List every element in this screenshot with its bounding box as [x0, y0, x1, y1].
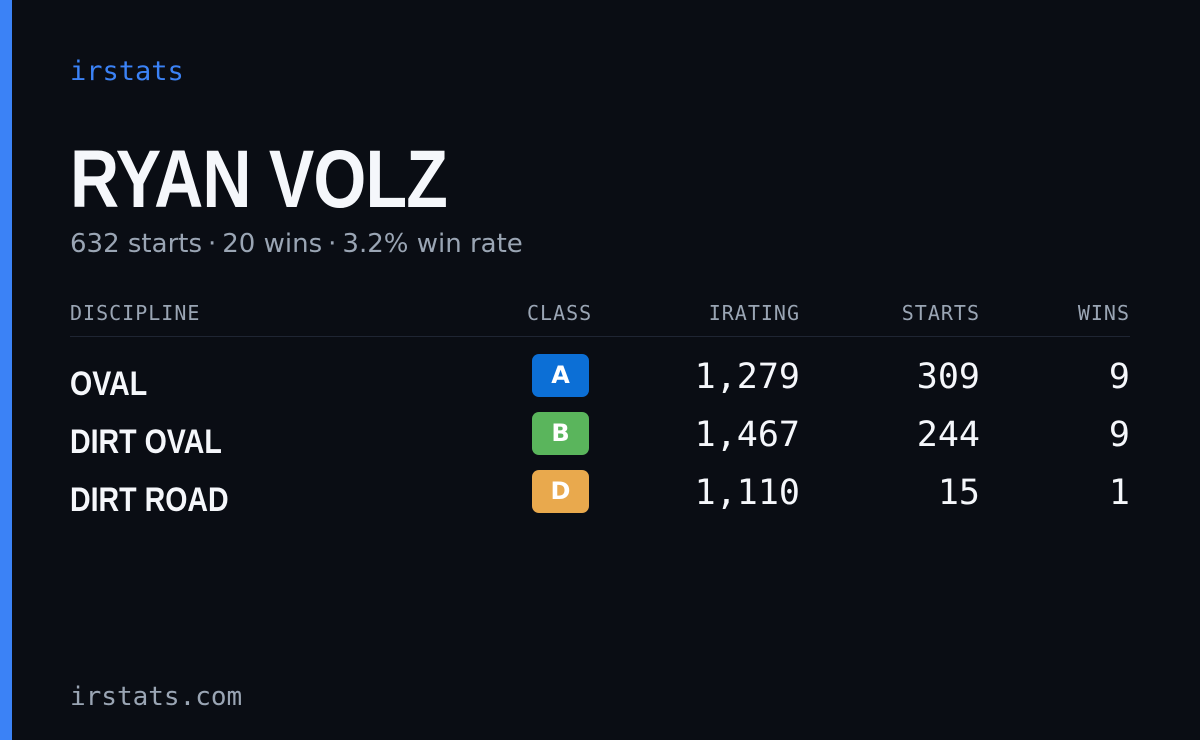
wins-value: 9 [1108, 415, 1130, 455]
header-discipline: DISCIPLINE [70, 301, 201, 325]
driver-name: RYAN VOLZ [70, 134, 448, 225]
discipline-label: DIRT ROAD [70, 481, 229, 519]
class-badge: B [532, 412, 589, 455]
class-badge: D [532, 470, 589, 513]
summary-win-rate: 3.2% win rate [342, 229, 523, 259]
irating-value: 1,110 [694, 473, 800, 513]
brand-logo: irstats [70, 56, 184, 87]
table-row-dirt-oval: DIRT OVAL B 1,467 244 9 [0, 412, 1200, 470]
accent-bar [0, 0, 12, 740]
summary-wins: 20 wins [222, 229, 323, 259]
irating-value: 1,279 [694, 357, 800, 397]
summary-separator: · [208, 229, 217, 259]
starts-value: 244 [916, 415, 980, 455]
table-row-oval: OVAL A 1,279 309 9 [0, 354, 1200, 412]
footer-url: irstats.com [70, 682, 243, 712]
starts-value: 309 [916, 357, 980, 397]
driver-summary: 632 starts · 20 wins · 3.2% win rate [70, 226, 523, 262]
summary-separator: · [328, 229, 337, 259]
class-badge: A [532, 354, 589, 397]
summary-starts: 632 starts [70, 229, 202, 259]
table-row-dirt-road: DIRT ROAD D 1,110 15 1 [0, 470, 1200, 528]
header-class: CLASS [527, 301, 593, 325]
discipline-label: OVAL [70, 365, 148, 403]
discipline-label: DIRT OVAL [70, 423, 222, 461]
wins-value: 1 [1108, 473, 1130, 513]
header-irating: IRATING [708, 301, 800, 325]
wins-value: 9 [1108, 357, 1130, 397]
irating-value: 1,467 [694, 415, 800, 455]
header-divider [70, 336, 1130, 337]
header-starts: STARTS [901, 301, 980, 325]
starts-value: 15 [937, 473, 980, 513]
header-wins: WINS [1077, 301, 1130, 325]
